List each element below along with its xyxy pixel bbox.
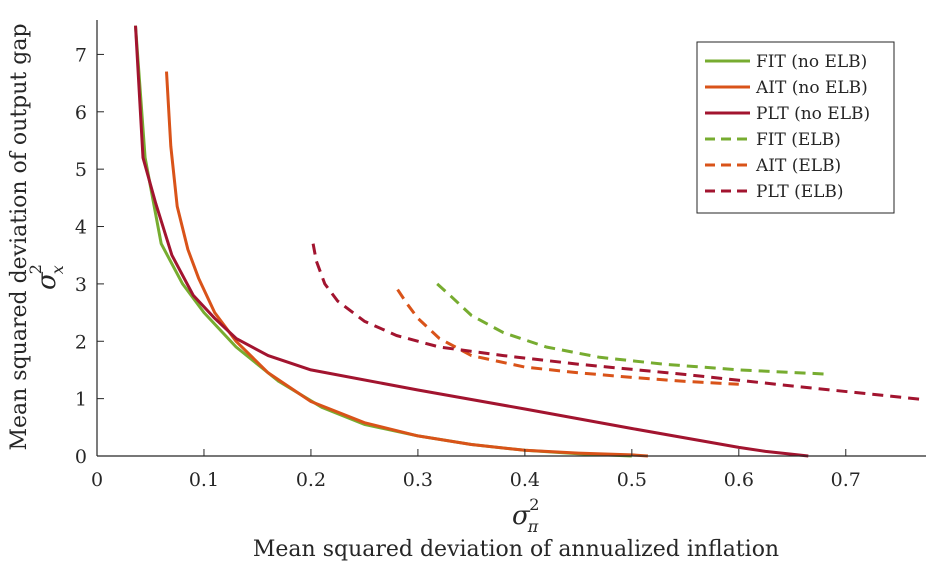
series-line-2 bbox=[165, 71, 649, 458]
series-line-6 bbox=[311, 243, 927, 402]
legend-box bbox=[696, 41, 895, 214]
x-tick-label: 0.6 bbox=[724, 469, 754, 491]
legend: FIT (no ELB) AIT (no ELB) PLT (no ELB) FIT … bbox=[696, 41, 895, 214]
x-tick-label: 0.7 bbox=[831, 469, 861, 491]
y-symbol-sub: x bbox=[48, 265, 67, 274]
series-line-4 bbox=[436, 282, 825, 376]
plot-lines bbox=[134, 25, 927, 458]
y-tick-label: 2 bbox=[75, 331, 87, 353]
y-symbol-base: σ bbox=[32, 271, 62, 290]
y-tick-label: 4 bbox=[75, 217, 87, 239]
y-axis-symbol-group: σx2 bbox=[26, 264, 67, 290]
x-tick-label: 0.4 bbox=[510, 469, 540, 491]
x-symbol-sub: π bbox=[527, 517, 539, 536]
x-tick-label: 0 bbox=[91, 469, 103, 491]
series-line-3 bbox=[134, 25, 809, 458]
y-axis-label: Mean squared deviation of output gap bbox=[7, 23, 32, 450]
x-tick-label: 0.3 bbox=[403, 469, 433, 491]
x-tick-label: 0.5 bbox=[617, 469, 647, 491]
x-axis-symbol: σπ 2 bbox=[512, 495, 539, 536]
x-ticks: 0 0.1 0.2 0.3 0.4 0.5 0.6 0.7 bbox=[91, 449, 861, 491]
legend-label: PLT (no ELB) bbox=[756, 104, 870, 124]
y-tick-label: 3 bbox=[75, 274, 87, 296]
legend-label: AIT (no ELB) bbox=[755, 78, 868, 98]
legend-items: FIT (no ELB) AIT (no ELB) PLT (no ELB) FIT … bbox=[705, 52, 870, 202]
axes bbox=[96, 20, 926, 457]
y-tick-label: 6 bbox=[75, 102, 87, 124]
x-axis-label: Mean squared deviation of annualized inf… bbox=[253, 537, 779, 562]
x-symbol-base: σ bbox=[512, 501, 531, 531]
y-tick-label: 1 bbox=[75, 389, 87, 411]
y-ticks: 0 1 2 3 4 5 6 7 bbox=[75, 44, 104, 468]
y-symbol-sup: 2 bbox=[26, 264, 45, 274]
legend-label: FIT (no ELB) bbox=[756, 52, 867, 72]
legend-label: FIT (ELB) bbox=[756, 130, 841, 150]
legend-label: PLT (ELB) bbox=[756, 182, 844, 202]
y-tick-label: 0 bbox=[75, 446, 87, 468]
x-tick-label: 0.1 bbox=[189, 469, 219, 491]
legend-label: AIT (ELB) bbox=[755, 156, 841, 176]
x-tick-label: 0.2 bbox=[296, 469, 326, 491]
y-axis-symbol: σx2 bbox=[26, 264, 67, 290]
y-tick-label: 7 bbox=[75, 44, 87, 66]
y-tick-label: 5 bbox=[75, 159, 87, 181]
x-symbol-sup: 2 bbox=[529, 495, 539, 514]
series-line-5 bbox=[396, 288, 739, 386]
